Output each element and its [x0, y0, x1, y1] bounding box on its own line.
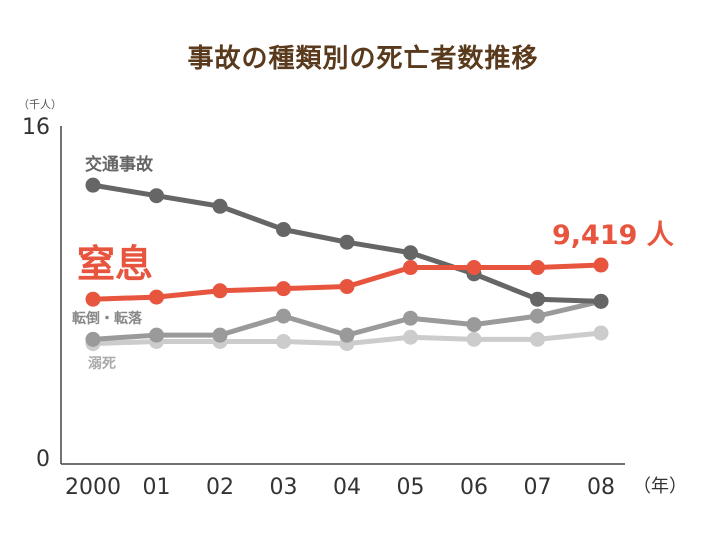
data-point [403, 310, 418, 326]
x-tick-label: 02 [206, 475, 234, 500]
data-point [276, 281, 291, 297]
data-point [212, 198, 228, 214]
x-tick-label: 05 [397, 475, 425, 500]
data-point [530, 260, 545, 276]
data-point [530, 308, 545, 324]
x-tick-label: 01 [143, 475, 171, 500]
data-point [212, 283, 228, 299]
data-point [466, 260, 482, 276]
chart-title: 事故の種類別の死亡者数推移 [187, 44, 539, 74]
data-point [339, 279, 355, 295]
data-point [212, 327, 228, 343]
data-point [149, 188, 164, 204]
data-point [530, 331, 545, 347]
data-point [149, 327, 164, 343]
x-tick-label: 04 [333, 475, 361, 500]
series-label: 交通事故 [85, 154, 154, 175]
series-label: 溺死 [88, 356, 116, 372]
x-tick-label: 06 [460, 475, 488, 500]
data-point [403, 260, 418, 276]
data-point [403, 245, 418, 261]
data-point [593, 293, 609, 309]
data-point [276, 308, 291, 324]
y-tick-label: 16 [22, 115, 50, 140]
data-point [593, 257, 609, 273]
value-annotation: 9,419 人 [552, 220, 674, 251]
series-label: 窒息 [77, 242, 153, 286]
x-tick-label: 03 [270, 475, 298, 500]
x-tick-label: 2000 [65, 475, 121, 500]
data-point [85, 331, 101, 347]
data-point [85, 291, 101, 307]
y-tick-label: 0 [36, 447, 50, 472]
data-point [466, 317, 482, 333]
data-point [466, 331, 482, 347]
data-point [149, 289, 164, 305]
data-point [530, 291, 545, 307]
data-point [276, 222, 291, 238]
data-point [339, 327, 355, 343]
data-point [403, 329, 418, 345]
series-label: 転倒・転落 [72, 310, 143, 327]
x-tick-label: 08 [587, 475, 615, 500]
data-point [593, 325, 609, 341]
data-point [276, 333, 291, 349]
data-point [85, 177, 101, 193]
x-axis-unit: （年） [633, 476, 687, 497]
y-axis-unit: （千人） [18, 98, 62, 111]
data-point [339, 234, 355, 250]
x-tick-label: 07 [524, 475, 552, 500]
